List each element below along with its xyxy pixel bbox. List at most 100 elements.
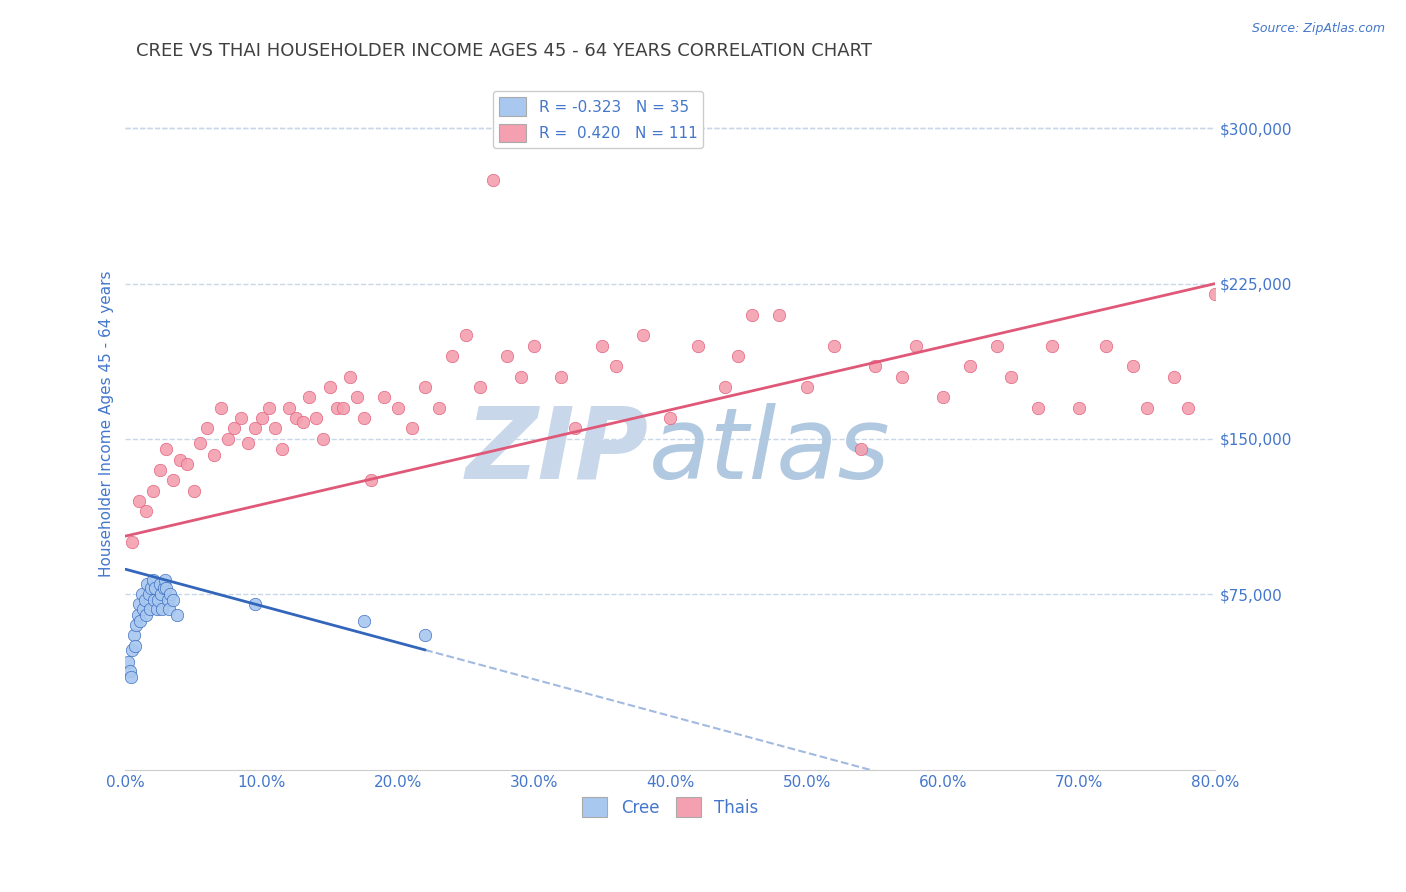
Point [129, 614, 152, 628]
Point [1177, 401, 1199, 415]
Point [284, 411, 307, 425]
Point [156, 593, 179, 607]
Point [849, 442, 872, 457]
Point [523, 339, 546, 353]
Point [550, 369, 572, 384]
Point [401, 421, 423, 435]
Point [496, 349, 519, 363]
Point [155, 581, 177, 595]
Point [128, 494, 150, 508]
Point [121, 535, 143, 549]
Point [121, 643, 143, 657]
Point [125, 618, 148, 632]
Point [169, 452, 191, 467]
Point [142, 483, 165, 498]
Point [659, 411, 682, 425]
Point [190, 436, 212, 450]
Point [243, 598, 266, 612]
Point [373, 391, 395, 405]
Text: Source: ZipAtlas.com: Source: ZipAtlas.com [1251, 22, 1385, 36]
Point [591, 339, 613, 353]
Point [236, 436, 259, 450]
Point [131, 587, 153, 601]
Point [139, 601, 162, 615]
Point [146, 601, 169, 615]
Point [120, 670, 142, 684]
Point [195, 421, 218, 435]
Point [298, 391, 321, 405]
Point [1204, 287, 1226, 301]
Point [360, 473, 382, 487]
Point [217, 432, 239, 446]
Point [155, 442, 177, 457]
Point [231, 411, 253, 425]
Point [159, 587, 181, 601]
Point [149, 587, 172, 601]
Point [1040, 339, 1063, 353]
Point [353, 614, 375, 628]
Point [482, 173, 505, 187]
Point [146, 593, 169, 607]
Point [714, 380, 737, 394]
Point [959, 359, 981, 374]
Point [686, 339, 709, 353]
Point [413, 628, 436, 642]
Point [387, 401, 409, 415]
Point [257, 401, 280, 415]
Point [605, 359, 627, 374]
Point [152, 581, 174, 595]
Point [741, 308, 763, 322]
Point [796, 380, 818, 394]
Point [209, 401, 232, 415]
Point [427, 401, 450, 415]
Point [468, 380, 491, 394]
Point [145, 581, 167, 595]
Point [176, 457, 198, 471]
Point [346, 391, 368, 405]
Point [1163, 369, 1185, 384]
Point [243, 421, 266, 435]
Point [863, 359, 886, 374]
Point [291, 415, 314, 429]
Point [441, 349, 464, 363]
Point [890, 369, 912, 384]
Point [986, 339, 1008, 353]
Point [1136, 401, 1159, 415]
Y-axis label: Householder Income Ages 45 - 64 years: Householder Income Ages 45 - 64 years [100, 270, 114, 576]
Point [128, 598, 150, 612]
Point [124, 639, 146, 653]
Point [127, 607, 149, 622]
Point [132, 601, 155, 615]
Point [202, 449, 225, 463]
Point [162, 473, 184, 487]
Point [904, 339, 927, 353]
Point [135, 504, 157, 518]
Point [157, 601, 180, 615]
Point [162, 593, 184, 607]
Point [932, 391, 955, 405]
Point [153, 573, 176, 587]
Point [454, 328, 477, 343]
Point [1026, 401, 1049, 415]
Point [148, 463, 170, 477]
Point [1122, 359, 1144, 374]
Point [135, 607, 157, 622]
Point [353, 411, 375, 425]
Point [631, 328, 654, 343]
Point [138, 587, 160, 601]
Point [166, 607, 188, 622]
Point [122, 628, 145, 642]
Text: CREE VS THAI HOUSEHOLDER INCOME AGES 45 - 64 YEARS CORRELATION CHART: CREE VS THAI HOUSEHOLDER INCOME AGES 45 … [136, 42, 872, 60]
Point [312, 432, 335, 446]
Text: atlas: atlas [648, 402, 890, 500]
Point [1095, 339, 1118, 353]
Legend: Cree, Thais: Cree, Thais [575, 790, 765, 824]
Point [264, 421, 287, 435]
Point [150, 601, 173, 615]
Point [319, 380, 342, 394]
Point [118, 664, 141, 678]
Point [134, 593, 156, 607]
Point [564, 421, 586, 435]
Point [413, 380, 436, 394]
Text: ZIP: ZIP [465, 402, 648, 500]
